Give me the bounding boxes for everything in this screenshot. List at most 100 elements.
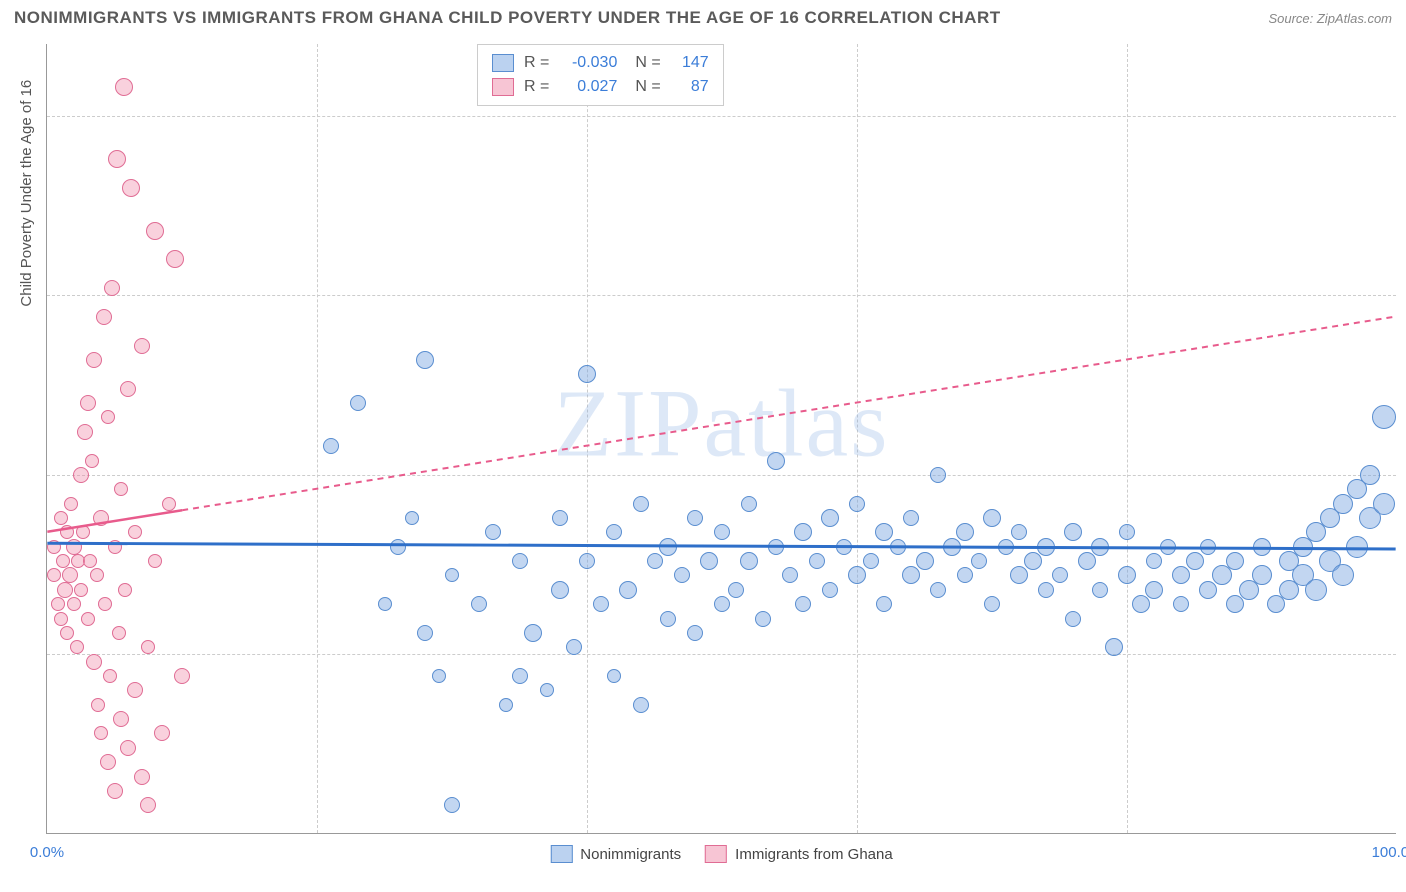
data-point-pink [108, 540, 122, 554]
legend-n-label: N = [635, 51, 660, 75]
data-point-blue [512, 668, 528, 684]
data-point-blue [1332, 564, 1354, 586]
legend-swatch-blue [550, 845, 572, 863]
data-point-blue [1119, 524, 1135, 540]
gridline-v [857, 44, 858, 833]
data-point-blue [998, 539, 1014, 555]
data-point-pink [70, 640, 84, 654]
data-point-blue [1373, 493, 1395, 515]
data-point-blue [930, 467, 946, 483]
data-point-blue [983, 509, 1001, 527]
data-point-blue [633, 496, 649, 512]
data-point-pink [73, 467, 89, 483]
data-point-blue [714, 524, 730, 540]
data-point-pink [115, 78, 133, 96]
data-point-blue [957, 567, 973, 583]
data-point-blue [795, 596, 811, 612]
data-point-pink [108, 150, 126, 168]
data-point-pink [112, 626, 126, 640]
data-point-pink [174, 668, 190, 684]
data-point-pink [104, 280, 120, 296]
data-point-blue [660, 611, 676, 627]
data-point-pink [107, 783, 123, 799]
legend-swatch-blue [492, 54, 514, 72]
data-point-blue [687, 510, 703, 526]
data-point-pink [60, 626, 74, 640]
data-point-pink [74, 583, 88, 597]
data-point-pink [66, 539, 82, 555]
data-point-blue [1267, 595, 1285, 613]
legend-r-label: R = [524, 75, 549, 99]
data-point-blue [633, 697, 649, 713]
data-point-blue [849, 496, 865, 512]
data-point-blue [1052, 567, 1068, 583]
x-tick-label: 100.0% [1372, 844, 1406, 861]
data-point-pink [54, 511, 68, 525]
data-point-pink [118, 583, 132, 597]
data-point-pink [154, 725, 170, 741]
data-point-pink [64, 497, 78, 511]
data-point-blue [606, 524, 622, 540]
data-point-pink [80, 395, 96, 411]
data-point-blue [728, 582, 744, 598]
data-point-blue [593, 596, 609, 612]
data-point-blue [405, 511, 419, 525]
data-point-blue [1372, 405, 1396, 429]
data-point-blue [390, 539, 406, 555]
legend-r-value: 0.027 [559, 75, 617, 99]
legend-n-value: 147 [671, 51, 709, 75]
data-point-blue [579, 553, 595, 569]
legend-bottom-label: Nonimmigrants [580, 846, 681, 863]
data-point-blue [903, 510, 919, 526]
data-point-blue [499, 698, 513, 712]
y-axis-title: Child Poverty Under the Age of 16 [18, 80, 35, 307]
legend-bottom-label: Immigrants from Ghana [735, 846, 893, 863]
data-point-blue [1064, 523, 1082, 541]
gridline-h [47, 295, 1396, 296]
data-point-blue [566, 639, 582, 655]
data-point-blue [1360, 465, 1380, 485]
data-point-blue [902, 566, 920, 584]
legend-swatch-pink [492, 78, 514, 96]
data-point-pink [67, 597, 81, 611]
data-point-blue [1226, 552, 1244, 570]
data-point-blue [607, 669, 621, 683]
data-point-blue [1065, 611, 1081, 627]
data-point-blue [836, 539, 852, 555]
data-point-pink [51, 597, 65, 611]
data-point-blue [916, 552, 934, 570]
data-point-pink [101, 410, 115, 424]
data-point-pink [57, 582, 73, 598]
data-point-blue [768, 539, 784, 555]
legend-top-row: R =0.027N =87 [492, 75, 709, 99]
x-tick-label: 0.0% [30, 844, 64, 861]
legend-n-value: 87 [671, 75, 709, 99]
data-point-blue [540, 683, 554, 697]
data-point-blue [1200, 539, 1216, 555]
gridline-v [317, 44, 318, 833]
data-point-pink [140, 797, 156, 813]
data-point-blue [1010, 566, 1028, 584]
data-point-pink [83, 554, 97, 568]
gridline-h [47, 116, 1396, 117]
data-point-blue [741, 496, 757, 512]
data-point-blue [755, 611, 771, 627]
data-point-pink [100, 754, 116, 770]
data-point-pink [81, 612, 95, 626]
data-point-pink [94, 726, 108, 740]
data-point-blue [1132, 595, 1150, 613]
data-point-blue [1186, 552, 1204, 570]
data-point-blue [809, 553, 825, 569]
data-point-blue [1145, 581, 1163, 599]
data-point-pink [93, 510, 109, 526]
plot-area: ZIPatlas R =-0.030N =147R =0.027N =87 No… [46, 44, 1396, 834]
data-point-blue [444, 797, 460, 813]
data-point-pink [54, 612, 68, 626]
data-point-blue [875, 523, 893, 541]
data-point-blue [1172, 566, 1190, 584]
data-point-blue [767, 452, 785, 470]
data-point-blue [1173, 596, 1189, 612]
data-point-blue [485, 524, 501, 540]
legend-top-row: R =-0.030N =147 [492, 51, 709, 75]
data-point-blue [782, 567, 798, 583]
